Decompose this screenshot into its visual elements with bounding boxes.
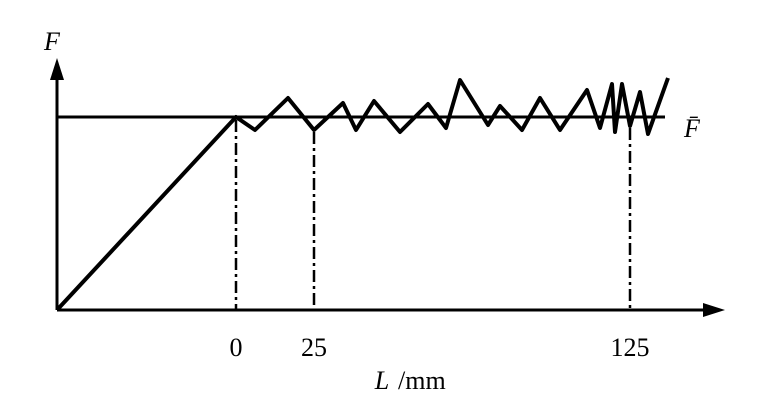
mean-force-label: F̄ [683,114,701,143]
x-axis-variable: L [374,366,389,395]
force-curve [55,77,670,312]
y-axis-arrow [50,58,64,80]
y-axis-label: F [43,27,61,56]
x-axis-unit: /mm [398,366,446,395]
x-tick-label: 25 [301,333,327,362]
x-tick-label: 125 [611,333,650,362]
x-tick-label: 0 [230,333,243,362]
x-axis-arrow [703,303,725,317]
guide-lines [234,120,632,310]
